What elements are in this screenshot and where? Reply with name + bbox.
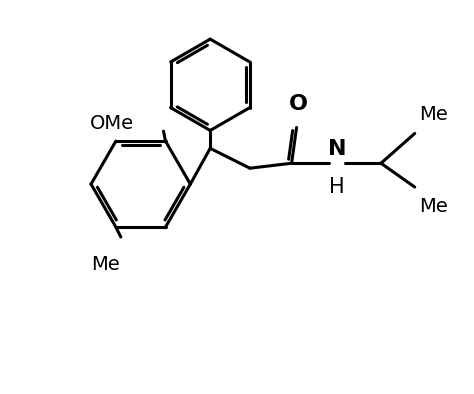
Text: Me: Me bbox=[91, 255, 120, 274]
Text: OMe: OMe bbox=[90, 114, 134, 133]
Text: N: N bbox=[328, 139, 346, 159]
Text: Me: Me bbox=[419, 104, 447, 124]
Text: O: O bbox=[289, 94, 308, 113]
Text: Me: Me bbox=[419, 197, 447, 216]
Text: H: H bbox=[329, 177, 345, 197]
